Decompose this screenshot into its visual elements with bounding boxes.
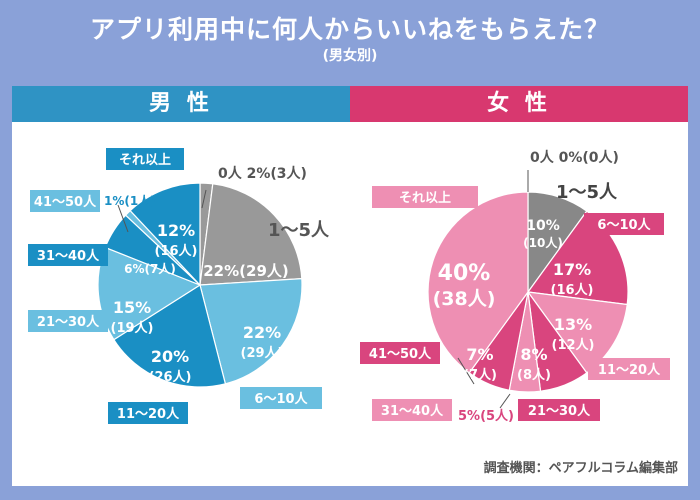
male-category-tag-6: 41〜50人 [30, 190, 100, 212]
female-value-label-1: 10% [526, 218, 560, 234]
male-label-6: 1%(1人) [104, 193, 156, 208]
female-header: 女 性 [350, 86, 688, 122]
male-slice-1 [199, 183, 303, 286]
svg-text:31〜40人: 31〜40人 [381, 403, 444, 419]
svg-text:それ以上: それ以上 [119, 153, 171, 168]
male-label-1: 1〜5人 [268, 220, 330, 241]
female-slice-7 [427, 191, 529, 374]
male-slice-3 [113, 284, 227, 388]
male-label-0: 0人 2%(3人) [218, 165, 307, 182]
svg-text:31〜40人: 31〜40人 [37, 248, 100, 264]
male-category-tag-3: 11〜20人 [108, 402, 188, 424]
male-count-label-7: (16人) [155, 243, 198, 259]
male-value-label-2: 22% [243, 323, 281, 342]
female-label-0: 0人 0%(0人) [530, 149, 619, 166]
female-leader-line-2 [499, 393, 511, 409]
male-count-label-3: (26人) [149, 369, 192, 385]
female-category-tag-6: 41〜50人 [360, 342, 440, 364]
male-leader-line-0 [201, 189, 207, 209]
male-header: 男 性 [12, 86, 350, 122]
male-value-label-4: 15% [113, 298, 151, 317]
female-count-label-7: (38人) [433, 288, 496, 310]
female-value-label-2: 17% [553, 260, 591, 279]
svg-text:6〜10人: 6〜10人 [254, 391, 308, 407]
female-category-tag-7: それ以上 [372, 186, 478, 208]
female-count-label-2: (16人) [551, 282, 594, 298]
svg-text:11〜20人: 11〜20人 [117, 406, 180, 422]
female-value-label-7: 40% [438, 261, 491, 286]
female-value-label-3: 13% [554, 315, 592, 334]
male-slice-7 [129, 182, 201, 287]
male-leader-line-1 [117, 204, 129, 233]
female-count-label-6: (7人) [463, 367, 497, 383]
female-count-label-1: (10人) [523, 235, 563, 250]
female-category-tag-4: 21〜30人 [518, 399, 600, 421]
svg-text:11〜20人: 11〜20人 [598, 362, 661, 378]
female-count-label-4: (8人) [517, 367, 551, 383]
male-count-label-4: (19人) [111, 320, 154, 336]
svg-text:41〜50人: 41〜50人 [34, 194, 97, 210]
svg-text:それ以上: それ以上 [399, 191, 451, 206]
svg-text:21〜30人: 21〜30人 [528, 403, 591, 419]
female-leader-line-1 [457, 357, 475, 385]
male-value-label-3: 20% [151, 347, 189, 366]
svg-text:41〜50人: 41〜50人 [369, 346, 432, 362]
female-value-label-6: 7% [466, 345, 493, 364]
male-category-tag-4: 21〜30人 [28, 310, 108, 332]
svg-text:21〜30人: 21〜30人 [37, 314, 100, 330]
female-category-tag-5: 31〜40人 [372, 399, 452, 421]
male-value-label-1: 22%(29人) [203, 262, 289, 280]
male-value-label-7: 12% [157, 221, 195, 240]
male-count-label-2: (29人) [241, 345, 284, 361]
male-category-tag-2: 6〜10人 [240, 387, 322, 409]
male-slice-2 [199, 277, 303, 385]
svg-text:6〜10人: 6〜10人 [597, 217, 651, 233]
source-credit: 調査機関：ペアフルコラム編集部 [483, 461, 678, 476]
female-value-label-4: 8% [520, 345, 547, 364]
male-category-tag-7: それ以上 [106, 148, 184, 170]
male-value-label-5: 6%(7人) [124, 261, 176, 276]
page-title: アプリ利用中に何人からいいねをもらえた？ [89, 15, 610, 44]
female-count-label-3: (12人) [552, 337, 595, 353]
female-category-tag-3: 11〜20人 [588, 358, 670, 380]
page-subtitle: (男女別) [322, 48, 378, 64]
female-label-1: 1〜5人 [556, 182, 618, 203]
male-category-tag-5: 31〜40人 [28, 244, 108, 266]
female-category-tag-2: 6〜10人 [584, 213, 664, 235]
female-label-5: 5%(5人) [458, 408, 514, 424]
